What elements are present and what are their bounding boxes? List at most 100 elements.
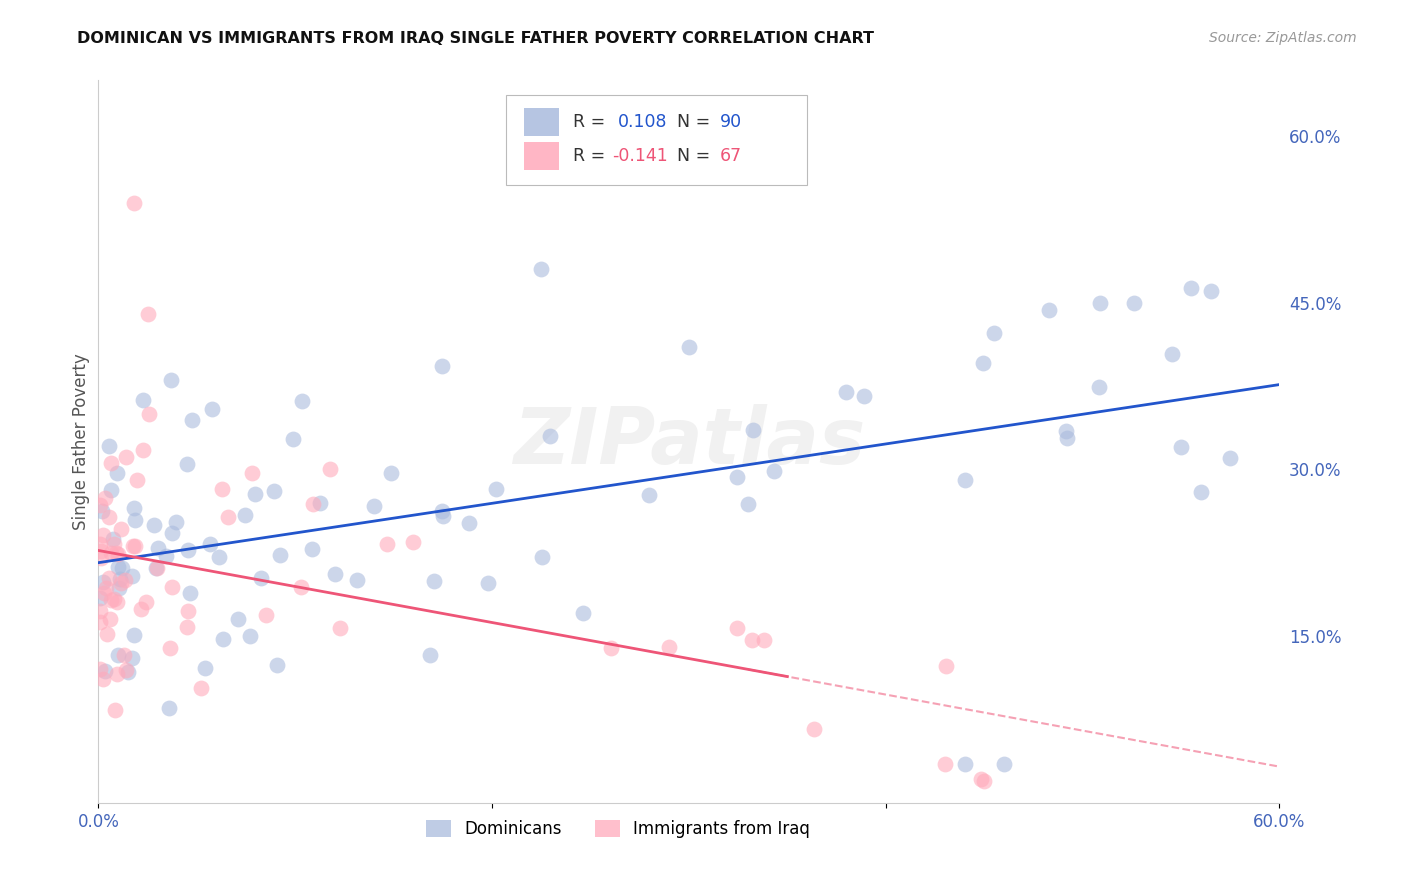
Point (89, 591, 111, 605)
Point (91, 575, 114, 590)
Point (432, 509, 454, 524)
Point (129, 602, 152, 616)
Point (269, 548, 291, 562)
Point (103, 591, 125, 606)
Point (89, 499, 111, 513)
Point (250, 571, 273, 585)
Point (201, 402, 224, 417)
Point (239, 629, 262, 643)
Text: 90: 90 (720, 113, 742, 131)
Point (159, 640, 181, 655)
Point (228, 612, 250, 626)
Point (363, 500, 385, 514)
Point (217, 509, 239, 524)
Point (176, 458, 198, 472)
Point (104, 703, 127, 717)
Point (124, 513, 146, 527)
Point (89, 662, 111, 676)
Point (737, 497, 759, 511)
Point (211, 482, 233, 496)
Point (89, 615, 111, 630)
Point (953, 474, 976, 488)
Point (105, 466, 128, 480)
Point (124, 540, 146, 554)
Point (835, 384, 858, 399)
Point (103, 533, 125, 547)
Point (1219, 451, 1241, 466)
Point (97, 439, 120, 453)
Point (177, 604, 200, 618)
Text: N =: N = (678, 113, 716, 131)
Point (110, 572, 132, 586)
Point (111, 561, 134, 575)
Legend: Dominicans, Immigrants from Iraq: Dominicans, Immigrants from Iraq (419, 814, 817, 845)
Point (323, 566, 346, 581)
Point (422, 574, 444, 589)
Point (165, 515, 187, 529)
Point (145, 561, 167, 575)
Point (725, 469, 748, 483)
Point (741, 423, 763, 437)
Point (485, 482, 508, 496)
Point (98, 612, 121, 626)
Point (180, 413, 202, 427)
Point (970, 772, 993, 786)
Point (107, 548, 129, 562)
Point (1038, 302, 1060, 317)
Point (198, 537, 221, 551)
Point (637, 488, 659, 502)
Point (122, 500, 145, 515)
Point (254, 608, 277, 623)
Point (145, 561, 167, 575)
Point (159, 701, 181, 715)
Text: R =: R = (574, 113, 612, 131)
Point (243, 487, 266, 501)
Point (402, 535, 425, 549)
Point (678, 340, 700, 354)
Point (159, 373, 181, 387)
Point (107, 581, 129, 595)
Point (430, 359, 453, 373)
Point (177, 542, 200, 557)
Point (1056, 431, 1078, 445)
Point (1088, 296, 1111, 310)
Point (155, 549, 177, 564)
Point (329, 621, 352, 635)
Point (90, 543, 112, 558)
Point (132, 392, 155, 407)
Point (122, 195, 145, 210)
Text: R =: R = (574, 147, 612, 165)
Point (1180, 281, 1202, 295)
Point (212, 632, 235, 646)
Point (301, 542, 323, 557)
Point (89, 604, 111, 618)
Point (160, 580, 183, 594)
Point (281, 432, 304, 446)
Point (935, 659, 957, 673)
Point (852, 389, 875, 403)
Point (104, 545, 127, 559)
Point (290, 580, 312, 594)
Point (319, 462, 342, 476)
Point (100, 483, 122, 497)
Point (973, 773, 995, 788)
Point (114, 450, 136, 465)
Point (741, 633, 763, 648)
Point (100, 593, 122, 607)
Point (107, 560, 129, 574)
Point (179, 586, 201, 600)
Point (531, 549, 554, 564)
Point (90, 550, 112, 565)
Point (114, 663, 136, 677)
Point (122, 627, 145, 641)
Point (1160, 347, 1182, 361)
Point (103, 537, 125, 551)
Point (983, 326, 1005, 340)
Point (93, 586, 115, 600)
Point (538, 429, 561, 443)
Point (1054, 425, 1077, 439)
Text: N =: N = (678, 147, 716, 165)
Point (1123, 295, 1146, 310)
Point (160, 526, 183, 541)
Point (98, 571, 121, 585)
